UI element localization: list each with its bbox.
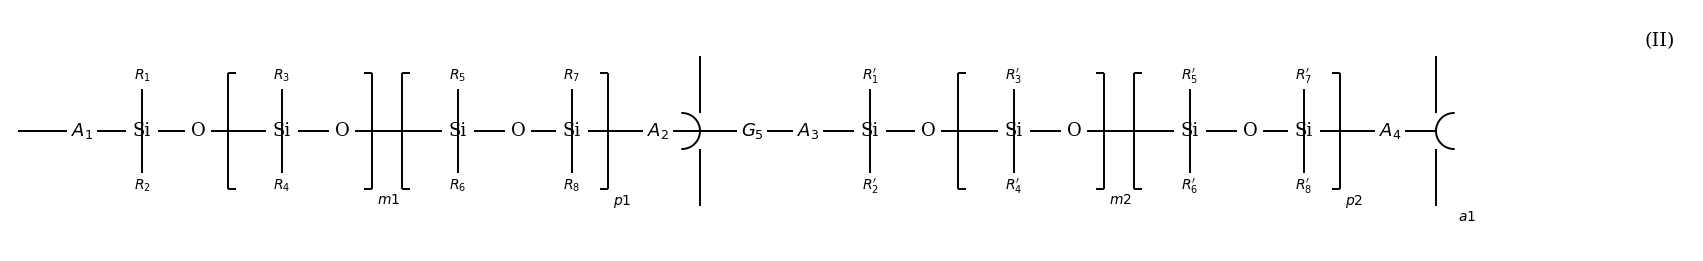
Text: $A_2$: $A_2$ — [647, 121, 669, 141]
Text: $R_5$: $R_5$ — [450, 68, 467, 84]
Text: $R_8$: $R_8$ — [564, 178, 581, 194]
Text: $R_1$: $R_1$ — [133, 68, 150, 84]
Text: Si: Si — [1005, 122, 1024, 140]
Text: O: O — [191, 122, 206, 140]
Text: $R_6'$: $R_6'$ — [1182, 176, 1199, 195]
Text: Si: Si — [564, 122, 581, 140]
Text: $m1$: $m1$ — [376, 193, 400, 207]
Text: Si: Si — [450, 122, 467, 140]
Text: $R_6$: $R_6$ — [450, 178, 467, 194]
Text: $A_3$: $A_3$ — [797, 121, 819, 141]
Text: Si: Si — [272, 122, 291, 140]
Text: $R_7$: $R_7$ — [564, 68, 581, 84]
Text: $R_3'$: $R_3'$ — [1005, 66, 1022, 86]
Text: $p2$: $p2$ — [1345, 193, 1362, 210]
Text: $R_5'$: $R_5'$ — [1182, 66, 1199, 86]
Text: O: O — [511, 122, 525, 140]
Text: O: O — [334, 122, 349, 140]
Text: Si: Si — [133, 122, 152, 140]
Text: $m2$: $m2$ — [1109, 193, 1132, 207]
Text: $R_2$: $R_2$ — [133, 178, 150, 194]
Text: $G_5$: $G_5$ — [741, 121, 763, 141]
Text: $a1$: $a1$ — [1458, 210, 1477, 224]
Text: $R_7'$: $R_7'$ — [1296, 66, 1313, 86]
Text: (II): (II) — [1645, 32, 1676, 50]
Text: O: O — [921, 122, 935, 140]
Text: O: O — [1243, 122, 1257, 140]
Text: O: O — [1066, 122, 1081, 140]
Text: $R_2'$: $R_2'$ — [862, 176, 879, 195]
Text: $p1$: $p1$ — [613, 193, 632, 210]
Text: $R_4$: $R_4$ — [274, 178, 291, 194]
Text: $A_4$: $A_4$ — [1379, 121, 1402, 141]
Text: $R_3$: $R_3$ — [274, 68, 291, 84]
Text: $R_4'$: $R_4'$ — [1005, 176, 1022, 195]
Text: $R_8'$: $R_8'$ — [1296, 176, 1313, 195]
Text: $A_1$: $A_1$ — [72, 121, 94, 141]
Text: Si: Si — [1294, 122, 1313, 140]
Text: $R_1'$: $R_1'$ — [862, 66, 879, 86]
Text: Si: Si — [862, 122, 879, 140]
Text: Si: Si — [1180, 122, 1199, 140]
